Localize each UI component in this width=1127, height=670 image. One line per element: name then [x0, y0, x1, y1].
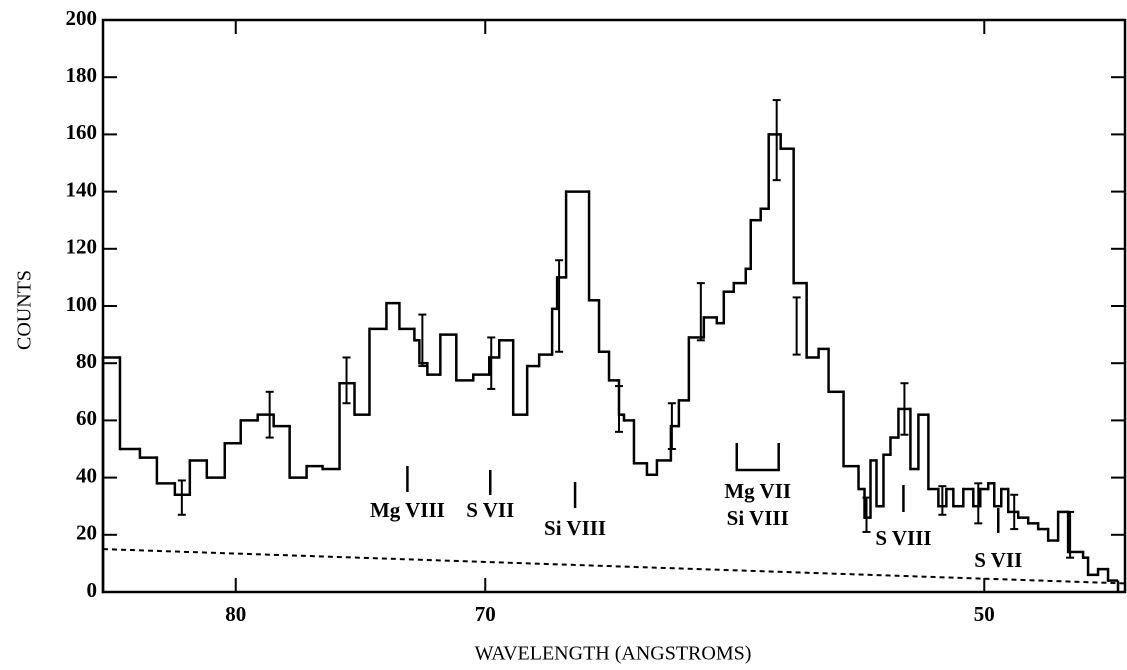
y-tick-label: 160 [66, 120, 98, 144]
x-tick-label: 80 [225, 602, 246, 626]
y-tick-label: 100 [66, 292, 98, 316]
y-tick-label: 120 [66, 235, 98, 259]
y-tick-label: 0 [87, 578, 98, 602]
y-axis-label: COUNTS [14, 270, 36, 350]
y-tick-label: 60 [76, 406, 97, 430]
y-tick-label: 180 [66, 63, 98, 87]
x-tick-label: 50 [974, 602, 995, 626]
y-tick-label: 140 [66, 177, 98, 201]
line-bracket [735, 443, 780, 472]
line-label: S VII [466, 498, 514, 522]
background-line [102, 548, 1126, 585]
line-label: Mg VII [724, 479, 791, 503]
plot-frame [101, 18, 1127, 594]
y-tick-label: 20 [76, 521, 97, 545]
x-tick-label: 70 [475, 602, 496, 626]
line-label: S VII [974, 548, 1022, 572]
line-label: Si VIII [544, 516, 606, 540]
y-tick-label: 200 [66, 6, 98, 30]
x-axis-label: WAVELENGTH (ANGSTROMS) [475, 643, 752, 665]
y-tick-label: 80 [76, 349, 97, 373]
y-tick-label: 40 [76, 463, 97, 487]
line-label: Mg VIII [370, 498, 445, 522]
line-label: S VIII [875, 526, 931, 550]
line-label: Si VIII [727, 506, 789, 530]
